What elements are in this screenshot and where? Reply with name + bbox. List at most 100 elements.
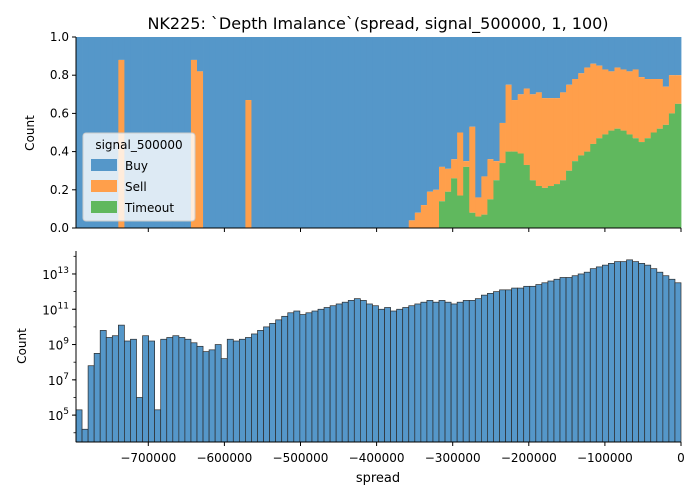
x-axis-label: spread — [356, 471, 400, 486]
sell-bar — [506, 85, 512, 152]
timeout-bar — [457, 196, 463, 228]
bottom-y-axis-label: Count — [15, 328, 29, 364]
buy-bar — [354, 37, 360, 228]
timeout-bar — [584, 152, 590, 228]
histogram-bar — [106, 337, 112, 442]
bottom-y-tick-label: 1011 — [42, 301, 69, 317]
histogram-bar — [288, 313, 294, 442]
buy-bar — [258, 37, 264, 228]
bottom-x-tick-label: −500000 — [273, 451, 329, 465]
histogram-bar — [76, 410, 82, 442]
timeout-bar — [675, 104, 681, 228]
histogram-bar — [578, 274, 584, 442]
buy-bar — [590, 37, 596, 64]
buy-bar — [669, 37, 675, 75]
buy-bar — [475, 37, 481, 197]
histogram-bar — [415, 304, 421, 442]
histogram-bar — [469, 300, 475, 442]
timeout-bar — [463, 167, 469, 228]
histogram-bar — [639, 263, 645, 442]
buy-bar — [554, 37, 560, 98]
sell-bar — [536, 92, 542, 186]
buy-bar — [457, 37, 463, 133]
buy-bar — [578, 37, 584, 73]
histogram-bar — [161, 339, 167, 442]
buy-bar — [518, 37, 524, 94]
histogram-bar — [221, 359, 227, 442]
histogram-bar — [675, 283, 681, 442]
timeout-bar — [669, 113, 675, 228]
buy-bar — [445, 37, 451, 169]
histogram-bar — [143, 336, 149, 442]
timeout-bar — [578, 155, 584, 228]
sell-bar — [663, 87, 669, 125]
histogram-bar — [149, 341, 155, 442]
buy-bar — [227, 37, 233, 228]
histogram-bar — [596, 267, 602, 442]
buy-bar — [463, 37, 469, 161]
bottom-y-tick-label: 1013 — [42, 266, 69, 282]
legend-title: signal_500000 — [95, 138, 182, 152]
buy-bar — [560, 37, 566, 92]
histogram-bar — [391, 311, 397, 442]
buy-bar — [409, 37, 415, 220]
buy-bar — [391, 37, 397, 228]
timeout-bar — [657, 129, 663, 228]
histogram-bar — [94, 353, 100, 442]
buy-bar — [584, 37, 590, 68]
histogram-bar — [645, 265, 651, 442]
sell-bar — [566, 85, 572, 171]
histogram-bar — [554, 279, 560, 442]
sell-bar — [554, 98, 560, 184]
buy-bar — [215, 37, 221, 228]
buy-bar — [288, 37, 294, 228]
legend-swatch-sell — [91, 180, 117, 192]
sell-bar — [639, 77, 645, 142]
buy-bar — [300, 37, 306, 228]
histogram-bar — [584, 272, 590, 442]
histogram-bar — [566, 277, 572, 442]
histogram-bar — [403, 307, 409, 442]
histogram-bar — [602, 265, 608, 442]
buy-bar — [197, 37, 203, 71]
timeout-bar — [614, 129, 620, 228]
bottom-y-tick-label: 105 — [48, 407, 69, 423]
buy-bar — [209, 37, 215, 228]
sell-bar — [245, 100, 251, 228]
top-stacked-proportion-chart: 0.0 0.2 0.4 0.6 0.8 1.0 Count signal_500000 Bu… — [23, 30, 681, 235]
histogram-bar — [360, 300, 366, 442]
sell-bar — [427, 192, 433, 228]
histogram-bar — [397, 309, 403, 442]
buy-bar — [318, 37, 324, 228]
buy-bar — [657, 37, 663, 79]
timeout-bar — [493, 180, 499, 228]
histogram-bar — [385, 307, 391, 442]
histogram-bar — [524, 286, 530, 442]
sell-bar — [512, 100, 518, 152]
top-y-tick-label: 0.8 — [50, 68, 69, 82]
sell-bar — [627, 71, 633, 134]
histogram-bar — [306, 313, 312, 442]
bottom-x-tick-label: −100000 — [577, 451, 633, 465]
timeout-bar — [621, 131, 627, 228]
sell-bar — [457, 133, 463, 196]
sell-bar — [621, 69, 627, 130]
buy-bar — [500, 37, 506, 123]
histogram-bar — [203, 352, 209, 442]
sell-bar — [409, 220, 415, 228]
histogram-bar — [548, 281, 554, 442]
buy-bar — [372, 37, 378, 228]
sell-bar — [596, 66, 602, 139]
histogram-bar — [215, 345, 221, 442]
buy-bar — [639, 37, 645, 77]
buy-bar — [621, 37, 627, 69]
top-y-axis-label: Count — [23, 115, 37, 151]
histogram-bar — [608, 263, 614, 442]
histogram-bar — [330, 306, 336, 442]
buy-bar — [348, 37, 354, 228]
sell-bar — [542, 98, 548, 188]
histogram-bar — [124, 341, 130, 442]
timeout-bar — [512, 152, 518, 228]
histogram-bar — [506, 290, 512, 442]
buy-bar — [663, 37, 669, 87]
